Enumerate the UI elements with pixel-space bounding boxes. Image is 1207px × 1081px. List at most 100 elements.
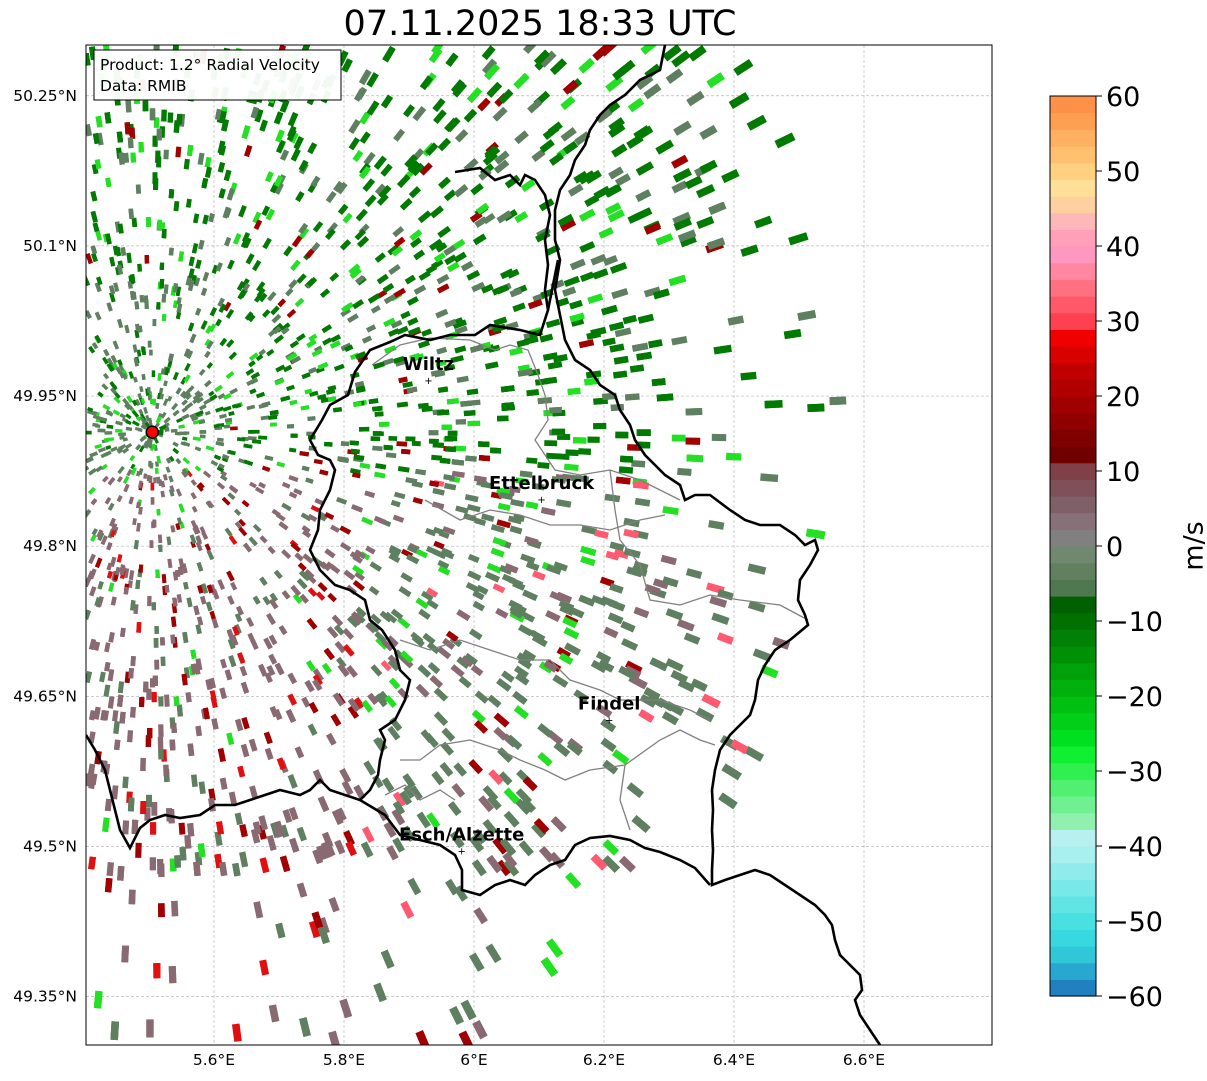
radar-gate	[701, 693, 721, 709]
radar-gate	[221, 119, 229, 132]
radar-gate	[155, 569, 160, 578]
radar-gate	[578, 57, 595, 74]
radar-gate	[106, 357, 115, 367]
radar-gate	[671, 50, 691, 68]
radar-gate	[520, 553, 536, 564]
radar-gate	[290, 584, 302, 597]
radar-gate	[320, 288, 330, 298]
radar-gate	[140, 757, 146, 772]
radar-gate	[250, 106, 260, 119]
radar-gate	[574, 131, 591, 146]
radar-gate	[405, 436, 416, 442]
radar-gate	[233, 233, 242, 245]
radar-gate	[446, 398, 459, 405]
radar-gate	[323, 647, 335, 661]
radar-gate	[280, 149, 290, 161]
radar-gate	[104, 497, 112, 505]
radar-gate	[129, 290, 136, 300]
radar-gate	[579, 241, 596, 253]
radar-gate	[86, 465, 90, 472]
radar-gate	[387, 654, 399, 666]
radar-gate	[435, 359, 447, 368]
radar-gate	[481, 45, 496, 61]
radar-gate	[117, 476, 123, 483]
radar-gate	[609, 583, 624, 594]
radar-gate	[197, 152, 205, 166]
radar-gate	[539, 139, 555, 153]
map-title: 07.11.2025 18:33 UTC	[343, 4, 737, 44]
radar-gate	[97, 391, 104, 398]
radar-gate	[671, 434, 686, 442]
radar-gate	[237, 765, 246, 778]
radar-gate	[253, 219, 263, 230]
radar-gate	[118, 152, 125, 165]
radar-gate	[132, 420, 140, 427]
radar-gate	[420, 590, 434, 602]
radar-gate	[359, 131, 371, 144]
radar-gate	[109, 256, 116, 267]
radar-gate	[570, 258, 586, 271]
radar-gate	[386, 845, 399, 861]
radar-gate	[108, 285, 116, 295]
radar-gate	[192, 420, 200, 425]
radar-gate	[460, 400, 472, 407]
radar-gate	[117, 264, 123, 275]
radar-gate	[97, 428, 106, 433]
radar-gate	[166, 536, 172, 546]
radar-gate	[399, 198, 413, 211]
radar-gate	[149, 462, 154, 469]
radar-gate	[325, 228, 336, 240]
radar-gate	[109, 556, 117, 567]
radar-gate	[327, 396, 337, 402]
radar-gate	[234, 812, 243, 826]
radar-gate	[560, 219, 577, 232]
radar-gate	[223, 393, 232, 400]
radar-gate	[436, 283, 450, 294]
radar-gate	[107, 437, 115, 442]
radar-gate	[567, 387, 581, 396]
radar-gate	[149, 108, 156, 121]
radar-gate	[176, 704, 183, 717]
radar-gate	[411, 634, 425, 648]
radar-gate	[611, 749, 630, 765]
radar-gate	[565, 449, 579, 457]
radar-gate	[202, 470, 212, 479]
colorbar-segment	[1050, 946, 1096, 964]
radar-gate	[146, 1019, 154, 1038]
radar-gate	[173, 696, 180, 706]
radar-gate	[276, 757, 287, 770]
radar-gate	[368, 398, 379, 405]
radar-gate	[382, 283, 395, 293]
radar-gate	[494, 150, 510, 165]
radar-gate	[262, 237, 272, 250]
radar-gate	[361, 826, 375, 844]
radar-gate	[370, 613, 382, 625]
radar-gate	[546, 452, 560, 460]
radar-gate	[96, 276, 103, 286]
radar-gate	[356, 86, 368, 101]
radar-gate	[157, 736, 164, 750]
radar-gate	[351, 504, 363, 513]
radar-gate	[379, 610, 393, 623]
radar-gate	[133, 376, 138, 383]
colorbar-segment	[1050, 529, 1096, 547]
colorbar-segment	[1050, 362, 1096, 380]
radar-gate	[354, 571, 365, 582]
radar-gate	[88, 638, 97, 651]
radar-gate	[539, 333, 554, 343]
radar-gate	[184, 834, 192, 849]
radar-gate	[239, 851, 249, 868]
radar-gate	[366, 72, 379, 88]
radar-gate	[239, 665, 248, 677]
radar-gate	[493, 712, 510, 728]
radar-gate	[185, 393, 192, 401]
radar-gate	[143, 295, 149, 303]
radar-gate	[365, 545, 376, 555]
radar-gate	[206, 362, 214, 369]
colorbar-tick-label: 30	[1106, 307, 1140, 338]
radar-gate	[108, 582, 115, 592]
radar-gate	[147, 394, 152, 401]
radar-gate	[662, 45, 682, 62]
radar-gate	[439, 762, 454, 777]
